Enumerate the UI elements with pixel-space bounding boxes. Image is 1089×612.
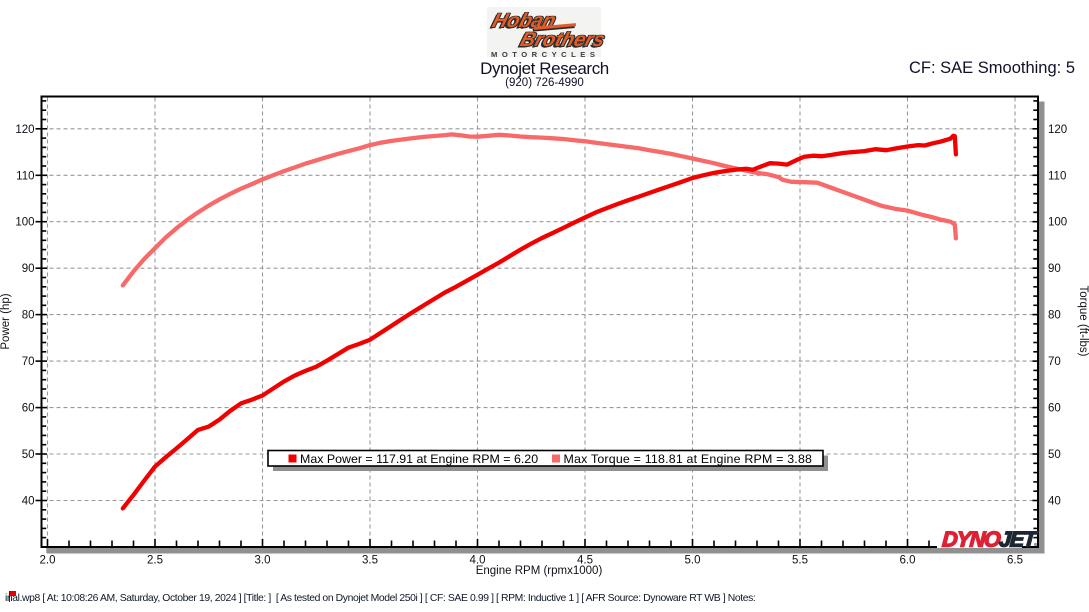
svg-text:90: 90	[22, 263, 35, 275]
svg-text:4.5: 4.5	[577, 555, 593, 567]
svg-text:3.0: 3.0	[255, 555, 271, 567]
svg-text:2.5: 2.5	[147, 555, 163, 567]
svg-text:Engine RPM (rpmx1000): Engine RPM (rpmx1000)	[476, 565, 603, 577]
svg-text:5.5: 5.5	[792, 555, 808, 567]
svg-text:90: 90	[1048, 263, 1061, 275]
svg-text:4.0: 4.0	[470, 555, 486, 567]
svg-text:Max Power = 117.91 at Engine R: Max Power = 117.91 at Engine RPM = 6.20	[300, 452, 538, 466]
svg-text:6.5: 6.5	[1007, 555, 1023, 567]
svg-text:120: 120	[1048, 124, 1067, 136]
svg-text:Max Torque = 118.81 at Engine: Max Torque = 118.81 at Engine RPM = 3.88	[564, 452, 813, 466]
svg-text:70: 70	[1048, 356, 1061, 368]
svg-text:70: 70	[22, 356, 35, 368]
svg-text:80: 80	[1048, 310, 1061, 322]
svg-text:60: 60	[22, 403, 35, 415]
svg-text:6.0: 6.0	[900, 555, 916, 567]
svg-text:50: 50	[1048, 449, 1061, 461]
svg-text:5.0: 5.0	[685, 555, 701, 567]
svg-text:110: 110	[16, 170, 34, 182]
svg-text:40: 40	[1048, 496, 1061, 508]
svg-text:Power (hp): Power (hp)	[0, 293, 12, 349]
svg-text:100: 100	[15, 217, 34, 229]
svg-text:3.5: 3.5	[362, 555, 378, 567]
svg-text:100: 100	[1048, 217, 1067, 229]
svg-text:120: 120	[15, 124, 34, 136]
svg-text:JET: JET	[998, 528, 1039, 552]
svg-text:80: 80	[22, 310, 35, 322]
svg-text:DYNO: DYNO	[941, 528, 1001, 552]
svg-text:Torque (ft-lbs): Torque (ft-lbs)	[1077, 286, 1089, 357]
svg-text:40: 40	[22, 496, 35, 508]
svg-text:110: 110	[1048, 170, 1066, 182]
svg-text:50: 50	[22, 449, 35, 461]
svg-text:60: 60	[1048, 403, 1061, 415]
svg-text:2.0: 2.0	[40, 555, 56, 567]
